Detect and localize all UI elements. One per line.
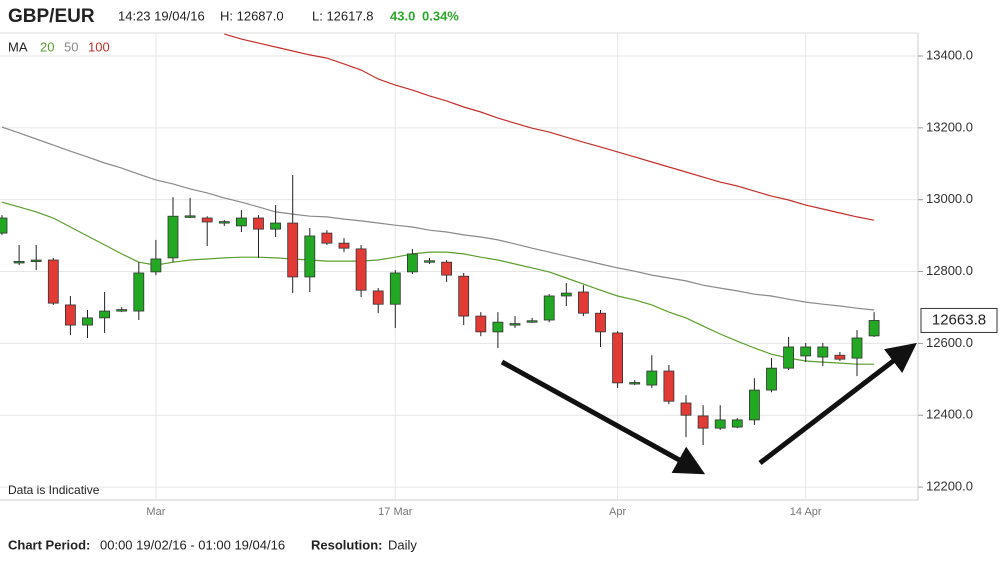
candle-body: [578, 291, 589, 314]
high-label: H: 12687.0: [220, 8, 284, 23]
legend-entry: 50: [64, 39, 78, 54]
candle-body: [338, 242, 350, 249]
candle-body: [441, 261, 453, 276]
candle-body: [406, 253, 418, 273]
y-tick-label: 12400.0: [926, 407, 973, 422]
legend: MA 20 50 100: [8, 39, 110, 54]
candle-body: [526, 320, 538, 323]
candle-body: [270, 222, 282, 230]
candles: [0, 174, 880, 446]
candle-body: [492, 321, 504, 333]
last-price-label: 12663.8: [932, 311, 986, 328]
y-tick-label: 13400.0: [926, 47, 973, 62]
candle-body: [783, 346, 794, 369]
footer: Chart Period: 00:00 19/02/16 - 01:00 19/…: [8, 537, 417, 552]
candle-body: [389, 272, 401, 305]
candle-body: [116, 309, 128, 312]
ma-line: [224, 33, 875, 221]
header: GBP/EUR 14:23 19/04/16 H: 12687.0 L: 126…: [8, 6, 459, 27]
candle-body: [30, 259, 42, 262]
candle-body: [372, 290, 384, 305]
candle-body: [817, 346, 829, 358]
candle-body: [287, 222, 299, 278]
period: 00:00 19/02/16 - 01:00 19/04/16: [100, 537, 285, 552]
candle-body: [595, 312, 606, 333]
time: 14:23 19/04/16: [118, 8, 205, 23]
candle-body: [851, 337, 863, 359]
y-tick-label: 13000.0: [926, 191, 973, 206]
grid: [0, 33, 918, 500]
candle-body: [321, 232, 333, 244]
candle-body: [424, 260, 435, 263]
y-tick-label: 12600.0: [926, 335, 973, 350]
annotation-arrows: [500, 342, 917, 475]
candle-body: [133, 272, 145, 312]
low-label: L: 12617.8: [312, 8, 373, 23]
candle-body: [697, 415, 709, 429]
candle-body: [543, 295, 555, 321]
last-price-box: [920, 307, 998, 333]
candle-body: [47, 259, 59, 304]
x-tick-label: 14 Apr: [790, 506, 822, 518]
candle-body: [458, 275, 470, 317]
legend-title: MA: [8, 39, 28, 54]
y-tick-label: 13200.0: [926, 119, 973, 134]
resolution: Daily: [388, 537, 417, 552]
candle-body: [235, 217, 247, 227]
candle-body: [13, 261, 25, 264]
candle-body: [749, 389, 760, 421]
candle-body: [150, 258, 162, 273]
candle-body: [509, 323, 521, 326]
x-tick-label: Apr: [609, 506, 626, 518]
ma-line: [1, 201, 875, 365]
candle-body: [714, 419, 726, 429]
candle-body: [800, 346, 812, 357]
resolution-label: Resolution:: [311, 537, 383, 552]
symbol: GBP/EUR: [8, 6, 95, 27]
candle-body: [167, 215, 179, 259]
candle-body: [612, 332, 623, 384]
candle-body: [218, 221, 230, 224]
change-pct: 0.34%: [422, 8, 459, 23]
candle-body: [560, 292, 572, 297]
candle-body: [475, 315, 487, 333]
x-tick-label: Mar: [146, 506, 165, 518]
legend-entry: 20: [40, 39, 54, 54]
up-arrow: [758, 342, 917, 465]
y-tick-label: 12200.0: [926, 479, 973, 494]
candle-body: [731, 419, 743, 428]
candle-body: [629, 382, 641, 385]
candle-body: [253, 217, 264, 230]
note: Data is Indicative: [8, 483, 100, 497]
candle-body: [99, 310, 110, 319]
x-tick-label: 17 Mar: [378, 506, 413, 518]
candle-body: [646, 370, 658, 386]
y-tick-label: 12800.0: [926, 263, 973, 278]
period-label: Chart Period:: [8, 537, 90, 552]
down-arrow: [500, 359, 706, 475]
candle-body: [201, 217, 213, 223]
candle-body: [766, 367, 777, 391]
candle-body: [834, 354, 846, 360]
candle-body: [680, 402, 692, 416]
ma-lines: [1, 33, 875, 365]
candle-body: [868, 320, 880, 337]
candle-body: [0, 217, 8, 234]
candle-body: [184, 215, 196, 218]
legend-entry: 100: [88, 39, 110, 54]
candle-body: [82, 317, 93, 326]
candle-body: [65, 304, 76, 326]
candle-body: [355, 248, 367, 291]
candle-body: [304, 235, 316, 278]
axes: 12200.0 12400.0 12600.0 12800.0 13000.0 13200…: [146, 47, 998, 518]
change: 43.0: [390, 8, 415, 23]
candle-body: [663, 370, 675, 402]
ma-line: [1, 126, 875, 311]
